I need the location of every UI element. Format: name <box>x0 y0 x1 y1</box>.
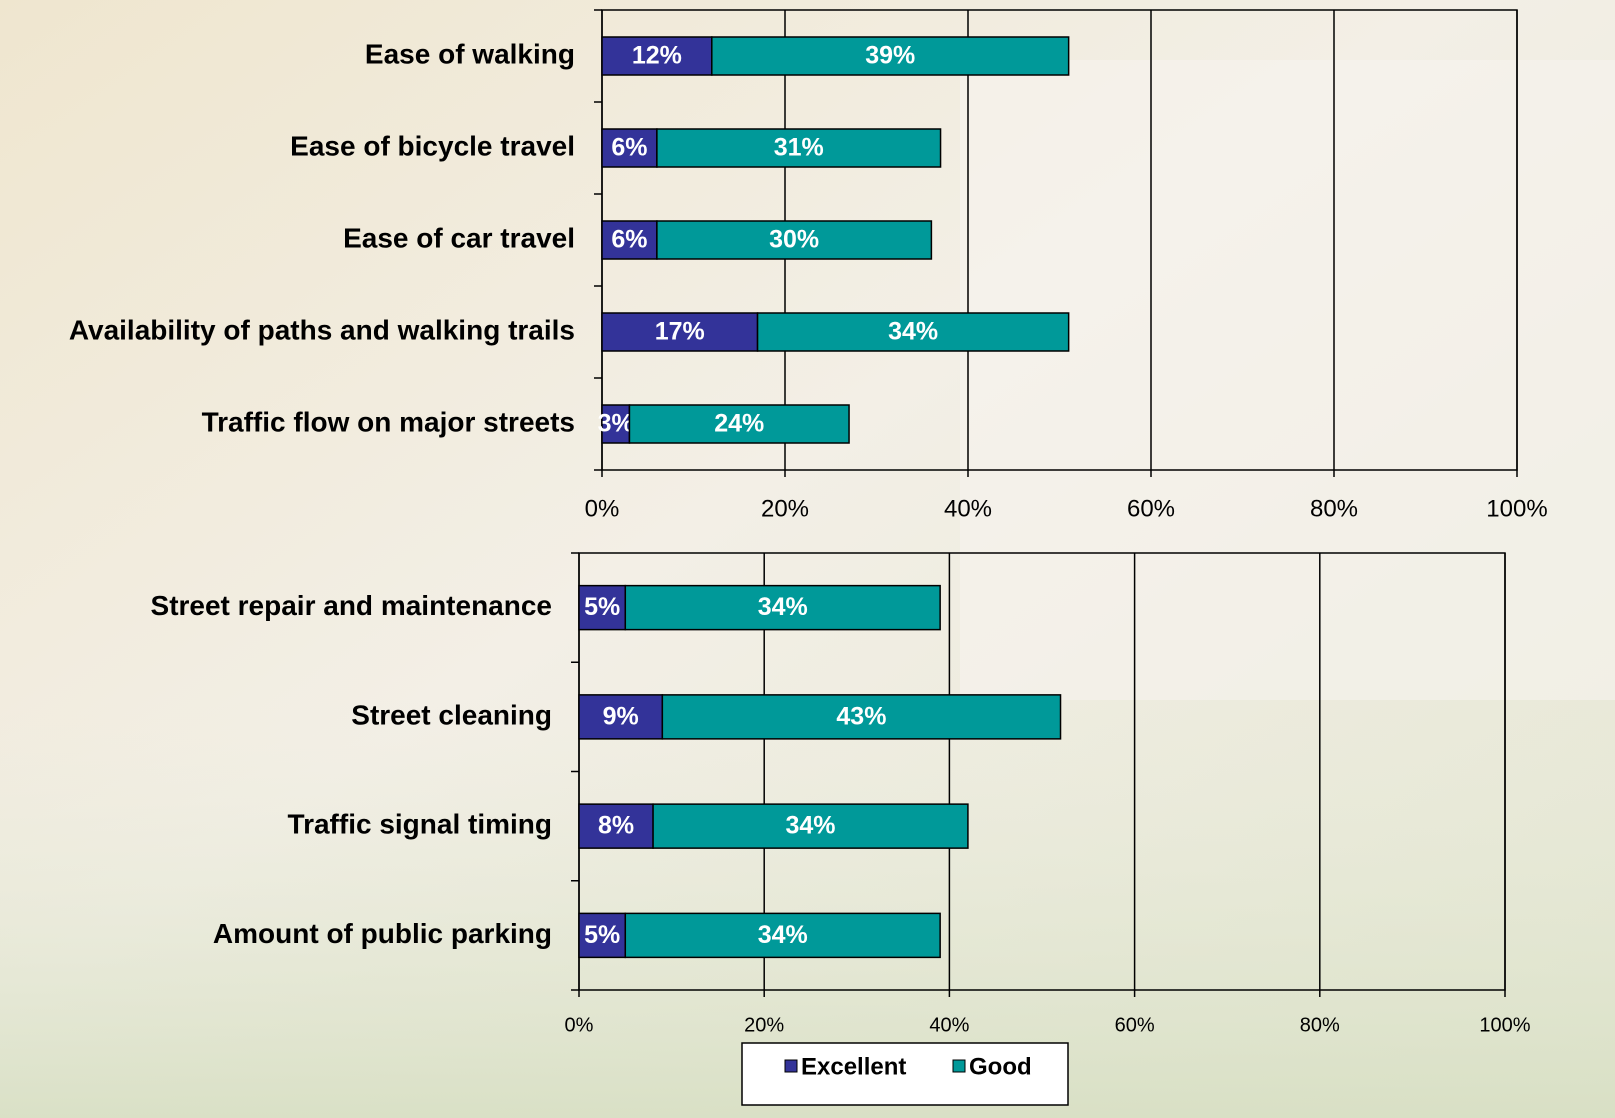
legend-swatch <box>953 1060 965 1072</box>
data-label: 34% <box>758 921 808 949</box>
x-tick-label: 0% <box>565 1014 594 1036</box>
y-tick-label: Amount of public parking <box>213 918 552 949</box>
x-tick-label: 80% <box>1310 495 1358 522</box>
data-label: 39% <box>865 42 915 70</box>
y-tick-label: Traffic flow on major streets <box>202 406 575 437</box>
legend-label: Excellent <box>801 1053 906 1080</box>
data-label: 5% <box>584 921 620 949</box>
y-tick-label: Street cleaning <box>351 699 552 730</box>
x-tick-label: 20% <box>761 495 809 522</box>
data-label: 34% <box>785 812 835 840</box>
y-tick-label: Ease of walking <box>365 38 575 69</box>
x-tick-label: 40% <box>944 495 992 522</box>
y-tick-label: Street repair and maintenance <box>151 590 552 621</box>
y-tick-label: Traffic signal timing <box>288 809 552 840</box>
data-label: 9% <box>603 702 639 730</box>
x-tick-label: 60% <box>1127 495 1175 522</box>
data-label: 17% <box>655 318 705 346</box>
chart: 0% 20% 40% 60% 80% 100% Ease of walking 12% 39% E… <box>0 0 1615 1118</box>
data-label: 5% <box>584 593 620 621</box>
x-tick-label: 0% <box>585 495 620 522</box>
data-label: 3% <box>598 410 634 438</box>
data-label: 30% <box>769 226 819 254</box>
y-tick-label: Availability of paths and walking trails <box>69 314 575 345</box>
data-label: 24% <box>714 410 764 438</box>
y-tick-label: Ease of bicycle travel <box>290 130 575 161</box>
data-label: 43% <box>836 702 886 730</box>
data-label: 6% <box>611 134 647 162</box>
legend-swatch <box>785 1060 797 1072</box>
x-tick-label: 100% <box>1479 1014 1530 1036</box>
legend-label: Good <box>969 1053 1032 1080</box>
data-label: 34% <box>888 318 938 346</box>
data-label: 6% <box>611 226 647 254</box>
x-tick-label: 40% <box>929 1014 969 1036</box>
x-tick-label: 60% <box>1115 1014 1155 1036</box>
x-tick-label: 100% <box>1486 495 1547 522</box>
data-label: 31% <box>774 134 824 162</box>
data-label: 34% <box>758 593 808 621</box>
data-label: 12% <box>632 42 682 70</box>
data-label: 8% <box>598 812 634 840</box>
y-tick-label: Ease of car travel <box>343 222 575 253</box>
x-tick-label: 80% <box>1300 1014 1340 1036</box>
x-tick-label: 20% <box>744 1014 784 1036</box>
page: {"chart_data": [ {"type": "stacked-bar-h… <box>0 0 1615 1118</box>
